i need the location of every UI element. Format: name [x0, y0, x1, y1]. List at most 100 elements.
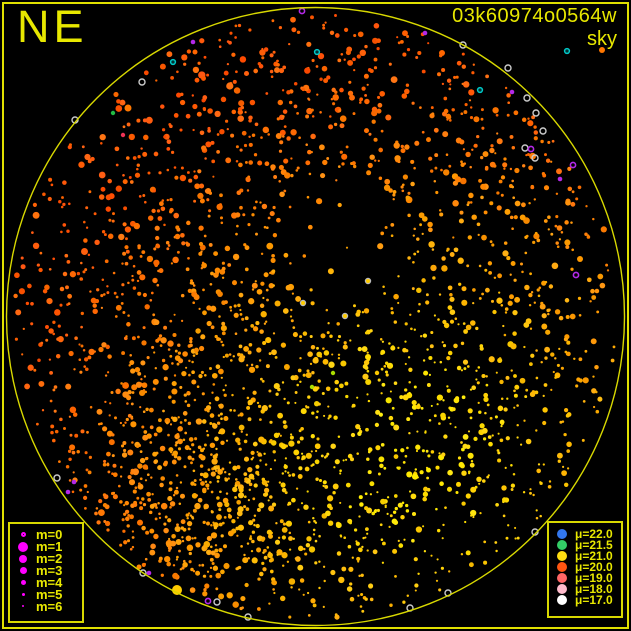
white-ring-star	[53, 474, 61, 482]
mu-19-dot-marker	[557, 572, 567, 583]
star-dots	[13, 14, 616, 620]
white-ring-star	[213, 598, 221, 606]
legend-row: μ=21.5	[549, 539, 621, 551]
cyan-ring-star	[563, 47, 571, 55]
purple-ring-star	[569, 161, 577, 169]
magnitude-2-dot-marker	[19, 554, 27, 563]
cyan-ring-star	[169, 58, 177, 66]
legend-label: m=6	[36, 598, 63, 614]
ringed-yellow-star	[299, 299, 307, 307]
green-star	[309, 384, 315, 390]
mu-21-dot-marker	[557, 550, 567, 561]
legend-label: μ=21.0	[575, 548, 613, 563]
purple-star	[71, 479, 77, 485]
white-ring-star	[139, 569, 147, 577]
legend-marker-cell	[10, 592, 36, 596]
legend-marker-cell	[549, 528, 575, 539]
legend-marker-cell	[10, 567, 36, 575]
ringed-yellow-star	[364, 277, 372, 285]
legend-row: m=4	[10, 575, 82, 591]
legend-label: m=2	[36, 551, 63, 567]
legend-label: m=1	[36, 539, 63, 555]
legend-marker-cell	[10, 532, 36, 538]
white-ring-star	[531, 154, 539, 162]
orientation-label: NE	[17, 1, 88, 52]
legend-row: m=1	[10, 539, 82, 555]
white-ring-star	[531, 528, 539, 536]
green-star	[330, 370, 336, 376]
bright-star	[439, 50, 445, 56]
legend-label: μ=19.0	[575, 570, 613, 585]
legend-row: μ=21.0	[549, 548, 621, 563]
purple-star	[557, 176, 563, 182]
legend-marker-cell	[549, 539, 575, 550]
purple-ring-star	[527, 145, 535, 153]
white-ring-star	[138, 78, 146, 86]
legend-marker-cell	[10, 580, 36, 585]
legend-marker-cell	[549, 572, 575, 583]
legend-row: m=2	[10, 551, 82, 567]
mu-18-dot-marker	[557, 583, 567, 594]
legend-row: m=0	[10, 527, 82, 543]
legend-label: m=3	[36, 563, 63, 579]
legend-label: μ=20.0	[575, 559, 613, 574]
white-ring-star	[521, 144, 529, 152]
white-ring-star	[523, 94, 531, 102]
legend-row: m=6	[10, 598, 82, 614]
white-ring-star	[532, 109, 540, 117]
ringed-yellow-star	[341, 312, 349, 320]
legend-row: μ=19.0	[549, 570, 621, 585]
red-star	[120, 132, 126, 138]
bright-star	[365, 354, 371, 360]
purple-star	[422, 30, 428, 36]
mu-22-dot-marker	[557, 528, 567, 539]
plot-subtitle: sky	[587, 28, 617, 50]
white-ring-star	[459, 41, 467, 49]
magnitude-1-dot-marker	[18, 541, 28, 552]
purple-star	[146, 570, 152, 576]
legend-label: m=0	[36, 527, 63, 543]
legend-row: μ=22.0	[549, 526, 621, 541]
legend-label: μ=18.0	[575, 581, 613, 596]
mu-17-dot-marker	[557, 594, 567, 605]
magnitude-3-dot-marker	[19, 567, 27, 575]
legend-marker-cell	[10, 554, 36, 563]
purple-ring-star	[298, 7, 306, 15]
bright-star	[124, 104, 132, 112]
magnitude-6-dot-marker	[22, 605, 24, 608]
legend-row: μ=17.0	[549, 592, 621, 607]
magnitude-5-dot-marker	[21, 592, 25, 596]
white-ring-star	[504, 64, 512, 72]
legend-marker-cell	[10, 605, 36, 608]
bright-star	[172, 585, 182, 595]
purple-star	[65, 489, 71, 495]
purple-star	[190, 39, 196, 45]
legend-label: m=5	[36, 586, 63, 602]
surface-brightness-legend: μ=22.0 μ=21.5 μ=21.0 μ=20.0 μ=19.0 μ=18.0 μ=17…	[547, 521, 623, 618]
legend-row: μ=20.0	[549, 559, 621, 574]
magnitude-0-open-circle-marker	[20, 532, 26, 538]
plot-title: 03k60974o0564w	[452, 5, 617, 27]
legend-marker-cell	[549, 561, 575, 572]
legend-row: μ=18.0	[549, 581, 621, 596]
legend-marker-cell	[549, 550, 575, 561]
bright-star	[136, 564, 142, 570]
purple-star	[509, 89, 515, 95]
legend-marker-cell	[10, 541, 36, 552]
legend-label: μ=17.0	[575, 592, 613, 607]
magnitude-4-dot-marker	[20, 580, 26, 585]
magnitude-legend: m=0 m=1 m=2 m=3 m=4 m=5 m=6	[8, 522, 84, 623]
mu-21.5-dot-marker	[557, 539, 567, 550]
sky-circle-outline	[5, 6, 626, 627]
bright-star	[599, 47, 605, 53]
bright-star	[192, 49, 198, 55]
legend-label: μ=22.0	[575, 526, 613, 541]
legend-marker-cell	[549, 594, 575, 605]
cyan-ring-star	[476, 86, 484, 94]
green-star	[110, 110, 116, 116]
legend-label: m=4	[36, 575, 63, 591]
bright-star	[577, 256, 583, 262]
purple-ring-star	[204, 597, 212, 605]
